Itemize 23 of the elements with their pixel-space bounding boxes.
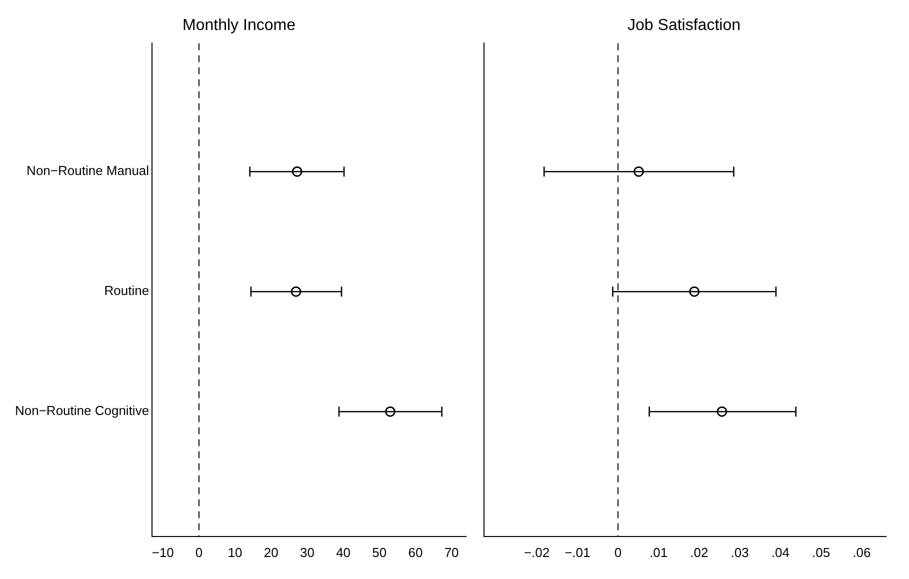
x-tick-label: 40 bbox=[336, 544, 351, 560]
x-tick-label: −10 bbox=[152, 544, 174, 560]
y-tick-label: Non−Routine Manual bbox=[26, 163, 150, 178]
x-tick-label: −.01 bbox=[564, 544, 590, 560]
y-tick-label: Non−Routine Cognitive bbox=[14, 403, 150, 418]
x-tick-label: 50 bbox=[372, 544, 387, 560]
x-tick-label: 0 bbox=[614, 544, 622, 560]
x-tick-label: 30 bbox=[300, 544, 314, 560]
x-tick-label: .05 bbox=[812, 544, 830, 560]
x-tick-label: .04 bbox=[771, 544, 790, 560]
x-tick-label: 20 bbox=[264, 544, 278, 560]
x-tick-label: 70 bbox=[444, 544, 459, 560]
x-tick-label: 60 bbox=[408, 544, 423, 560]
x-tick-label: .01 bbox=[650, 544, 668, 560]
chart-title: Job Satisfaction bbox=[628, 17, 740, 34]
x-tick-label: .02 bbox=[690, 544, 708, 560]
y-tick-label: Routine bbox=[104, 283, 150, 298]
x-tick-label: 10 bbox=[228, 544, 242, 560]
x-tick-label: .03 bbox=[730, 544, 749, 560]
x-tick-label: .06 bbox=[852, 544, 871, 560]
chart-title: Monthly Income bbox=[182, 17, 296, 34]
x-tick-label: 0 bbox=[195, 544, 203, 560]
x-tick-label: −.02 bbox=[524, 544, 550, 560]
